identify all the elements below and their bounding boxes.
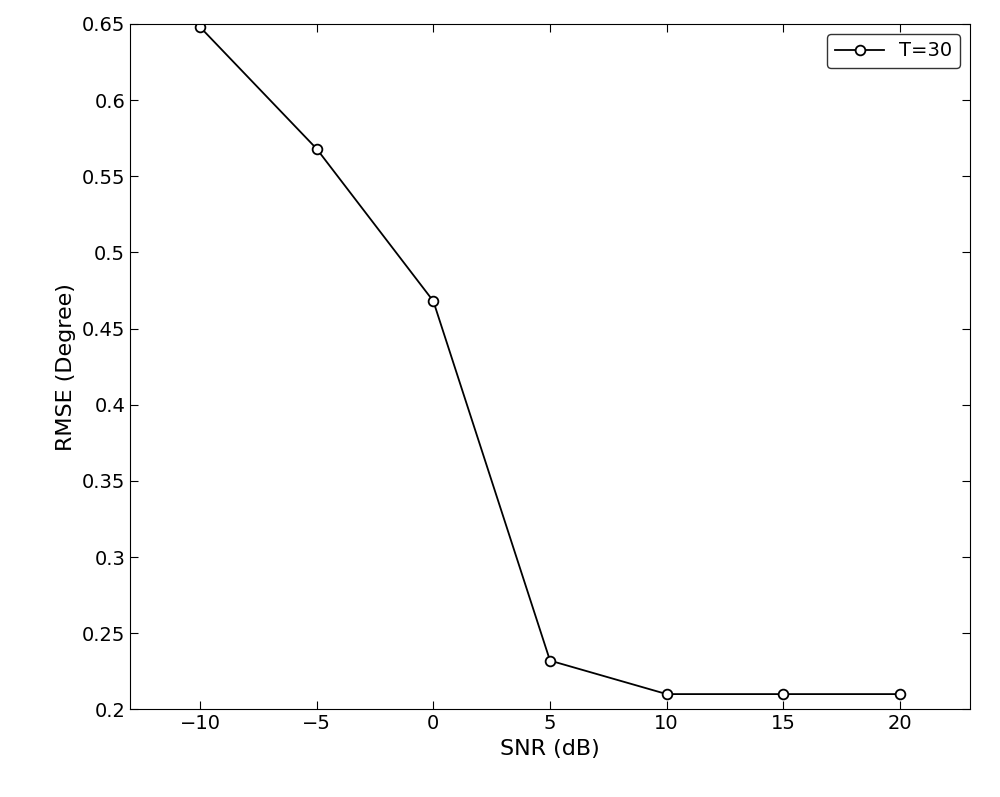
Y-axis label: RMSE (Degree): RMSE (Degree) <box>56 283 76 450</box>
T=30 <box>427 296 439 306</box>
X-axis label: SNR (dB): SNR (dB) <box>500 739 600 759</box>
Line: T=30: T=30 <box>195 22 905 699</box>
T=30 <box>544 656 556 665</box>
T=30 <box>194 22 206 32</box>
T=30 <box>777 689 789 699</box>
T=30 <box>661 689 673 699</box>
T=30 <box>311 144 323 154</box>
T=30 <box>894 689 906 699</box>
Legend: T=30: T=30 <box>827 33 960 69</box>
